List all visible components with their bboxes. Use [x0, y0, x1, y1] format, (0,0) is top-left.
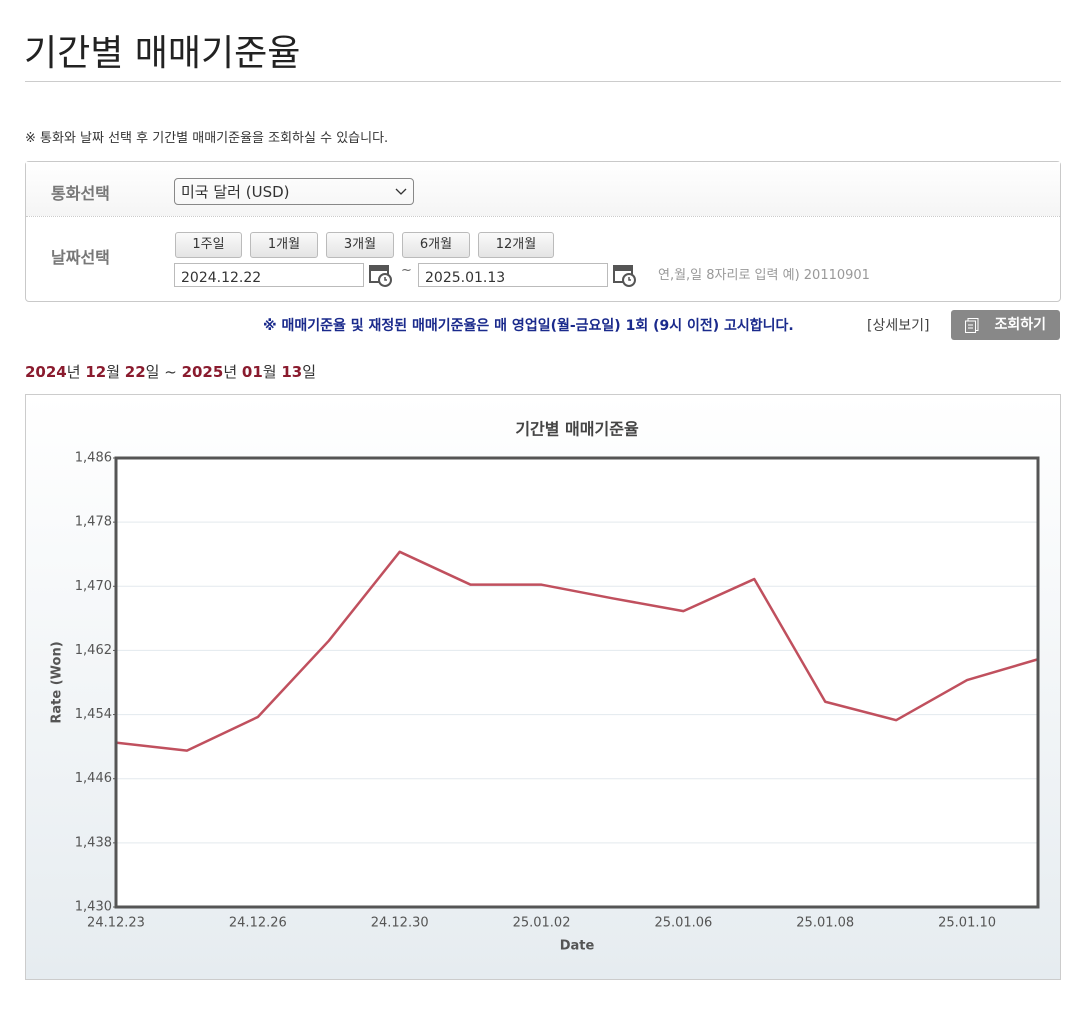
- period-button[interactable]: 3개월: [326, 232, 394, 258]
- date-range-part: 년: [66, 363, 86, 381]
- notice: ※ 통화와 날짜 선택 후 기간별 매매기준율을 조회하실 수 있습니다.: [25, 131, 389, 146]
- info-message: ※ 매매기준율 및 재정된 매매기준율은 매 영업일(월-금요일) 1회 (9시…: [263, 318, 794, 334]
- chart: 기간별 매매기준율 1,430 1,438 1,446 1,454 1,462 1,470 1…: [25, 394, 1061, 980]
- date-label: 날짜선택: [51, 248, 110, 267]
- search-button-label: 조회하기: [994, 317, 1046, 333]
- period-button[interactable]: 1개월: [250, 232, 318, 258]
- date-hint: 연,월,일 8자리로 입력 예) 20110901: [658, 268, 870, 283]
- date-range-part: 2025: [181, 363, 224, 381]
- search-icon: [965, 318, 979, 333]
- x-tick-label: 24.12.23: [87, 916, 145, 931]
- plot-border: [114, 456, 1040, 909]
- data-line: [115, 550, 1039, 752]
- y-tick-label: 1,462: [75, 643, 112, 658]
- y-tick-label: 1,446: [75, 771, 112, 786]
- y-tick-label: 1,470: [75, 579, 112, 594]
- calendar-icon[interactable]: [369, 262, 393, 287]
- date-range: 2024년 12월 22일 ~ 2025년 01월 13일: [25, 361, 316, 382]
- x-tick-label: 24.12.30: [371, 916, 429, 931]
- y-axis-label: Rate (Won): [50, 641, 65, 723]
- start-date-input[interactable]: 2024.12.22: [174, 263, 364, 287]
- date-range-part: 일: [302, 363, 317, 381]
- y-tick-label: 1,438: [75, 835, 112, 850]
- search-button[interactable]: 조회하기: [951, 310, 1060, 340]
- x-tick-label: 25.01.06: [654, 916, 712, 931]
- currency-value: 미국 달러 (USD): [181, 183, 290, 201]
- date-range-part: 년: [223, 363, 242, 381]
- x-tick-label: 25.01.08: [796, 916, 854, 931]
- date-separator: ~: [401, 263, 412, 278]
- period-button[interactable]: 12개월: [478, 232, 554, 258]
- end-date-input[interactable]: 2025.01.13: [418, 263, 608, 287]
- currency-label: 통화선택: [51, 184, 110, 203]
- x-axis-label: Date: [560, 939, 595, 954]
- x-tick-label: 25.01.02: [513, 916, 571, 931]
- date-range-part: 22: [124, 363, 146, 381]
- currency-row: [26, 162, 1060, 217]
- period-button[interactable]: 6개월: [402, 232, 470, 258]
- y-tick-label: 1,486: [75, 451, 112, 466]
- date-range-part: 13: [281, 363, 303, 381]
- date-range-part: 2024: [25, 363, 67, 381]
- chart-title: 기간별 매매기준율: [515, 420, 639, 439]
- y-tick-label: 1,478: [75, 515, 112, 530]
- date-range-part: 일 ~: [145, 363, 182, 381]
- y-tick-label: 1,454: [75, 707, 112, 722]
- divider: [25, 81, 1061, 82]
- calendar-icon[interactable]: [613, 262, 637, 287]
- date-range-part: 12: [85, 363, 107, 381]
- search-form: 통화선택 미국 달러 (USD) 날짜선택 1주일 1개월 3개월 6개월 12…: [25, 161, 1061, 302]
- x-tick-label: 24.12.26: [229, 916, 287, 931]
- date-range-part: 월: [106, 363, 125, 381]
- dropdown-arrow: [395, 188, 407, 195]
- plot-area: [116, 458, 1038, 907]
- currency-select[interactable]: 미국 달러 (USD): [174, 178, 414, 205]
- x-tick-label: 25.01.10: [938, 916, 996, 931]
- y-tick-label: 1,430: [75, 900, 112, 915]
- page-title: 기간별 매매기준율: [24, 33, 301, 74]
- date-range-part: 01: [241, 363, 263, 381]
- period-button[interactable]: 1주일: [175, 232, 242, 258]
- date-range-part: 월: [262, 363, 282, 381]
- detail-link[interactable]: [상세보기]: [867, 318, 930, 334]
